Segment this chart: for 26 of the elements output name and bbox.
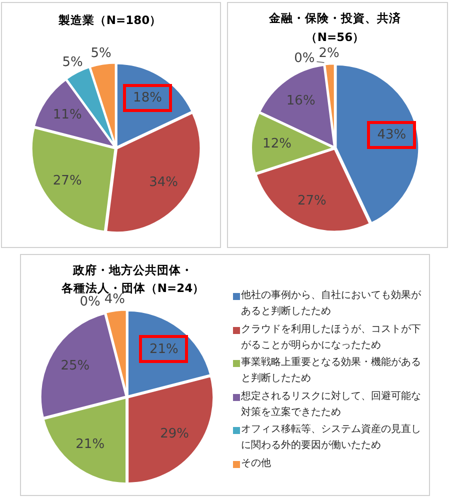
chart-title: 金融・保険・投資、共済（N=56）	[268, 10, 402, 46]
data-label: 12%	[262, 136, 292, 152]
data-label: 16%	[286, 93, 316, 108]
legend-label: 想定されるリスクに対して、回避可能な対策を立案できたため	[241, 390, 422, 420]
legend-label: 他社の事例から、自社においても効果があると判断したため	[241, 288, 422, 319]
data-label: 25%	[60, 358, 90, 374]
data-label: 2%	[318, 46, 340, 61]
data-label: 43%	[377, 128, 406, 143]
data-label: 29%	[160, 426, 190, 442]
data-label: 4%	[104, 292, 126, 308]
data-label: 21%	[149, 342, 178, 357]
legend-label: その他	[241, 456, 271, 470]
legend-label: クラウドを利用したほうが、コストが下がることが明らかになったため	[241, 322, 422, 352]
data-label: 27%	[52, 173, 82, 188]
data-label: 27%	[297, 194, 326, 209]
text: 0%	[80, 294, 100, 310]
data-label: 11%	[52, 107, 82, 122]
chart-title: 製造業（N=180）	[58, 12, 162, 28]
data-label: 5%	[90, 46, 112, 61]
data-label: 21%	[76, 436, 105, 452]
data-label: 18%	[133, 90, 162, 106]
legend-label: オフィス移転等、システム資産の見直しに関わる外的要因が働いたため	[241, 422, 422, 453]
data-label: 34%	[149, 174, 178, 190]
text: 0%	[294, 51, 315, 66]
data-label: 5%	[62, 55, 83, 70]
legend-label: 事業戦略上重要となる効果・機能があると判断したため	[241, 356, 422, 386]
